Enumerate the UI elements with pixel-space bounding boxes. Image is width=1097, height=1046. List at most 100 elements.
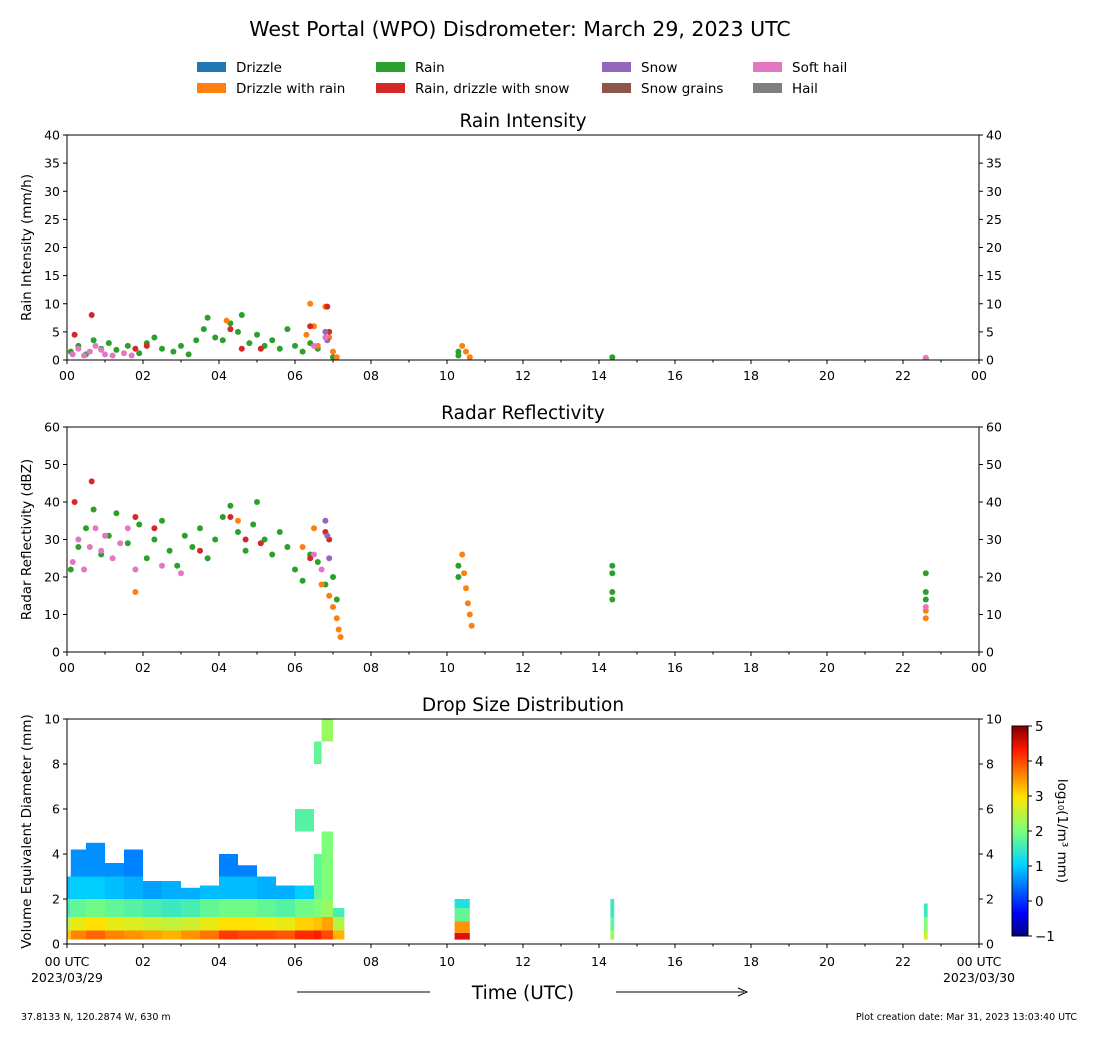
dsd-cell [124, 899, 143, 917]
series-rain [67, 312, 929, 360]
data-point [181, 532, 188, 539]
data-point [170, 348, 177, 355]
plot-area [67, 478, 929, 640]
x-tick-label: 18 [743, 368, 759, 383]
y-tick-label: 5 [52, 324, 60, 339]
data-point [98, 547, 105, 554]
y-tick-label-right: 2 [986, 892, 994, 907]
dsd-time-band [86, 842, 105, 940]
dsd-cell [124, 930, 143, 940]
x-tick-label: 16 [667, 368, 683, 383]
data-point [922, 589, 929, 595]
data-point [92, 342, 99, 349]
data-point [330, 574, 336, 580]
footer-location: 37.8133 N, 120.2874 W, 630 m [21, 1012, 171, 1023]
dsd-cell [219, 930, 238, 940]
data-point [132, 589, 139, 595]
y-tick-label-right: 4 [986, 847, 994, 862]
y-axis-label: Volume Equivalent Diameter (mm) [19, 714, 35, 949]
dsd-cell [200, 917, 219, 931]
legend-item-drizzle: Drizzle [197, 60, 282, 76]
data-point [193, 337, 200, 344]
legend-label: Rain, drizzle with snow [415, 81, 569, 97]
data-point [185, 351, 192, 358]
legend-label: Hail [792, 81, 818, 97]
data-point [143, 342, 150, 349]
data-point [109, 555, 116, 562]
dsd-cell [276, 930, 295, 940]
legend-item-rain-drizzle-with-snow: Rain, drizzle with snow [376, 81, 569, 97]
dsd-time-band [321, 719, 333, 940]
y-tick-label-right: 10 [986, 712, 1002, 727]
series-rain-drizzle-with-snow [71, 478, 333, 562]
dsd-cell [454, 932, 470, 940]
data-point [922, 615, 929, 622]
bottom-end-time-label: 00 UTC [957, 954, 1002, 969]
data-point [269, 337, 276, 344]
data-point [88, 478, 95, 485]
data-point [318, 566, 325, 573]
dsd-time-band [333, 908, 345, 940]
y-tick-label-right: 50 [986, 457, 1002, 472]
legend-item-snow: Snow [602, 60, 677, 76]
dsd-time-band [200, 885, 219, 940]
dsd-time-band [143, 881, 162, 940]
data-point [292, 566, 298, 573]
data-point [75, 345, 82, 352]
dsd-cell [295, 899, 314, 917]
legend-label: Soft hail [792, 60, 847, 76]
y-tick-label-right: 20 [986, 240, 1002, 255]
series-snow [322, 517, 333, 562]
dsd-cell [238, 917, 257, 931]
x-tick-label: 04 [211, 660, 227, 675]
legend-item-snow-grains: Snow grains [602, 81, 723, 97]
dsd-cell [276, 885, 295, 899]
dsd-time-band [314, 741, 322, 940]
data-point [609, 354, 616, 360]
x-tick-label: 00 [971, 660, 987, 675]
data-point [242, 536, 249, 543]
data-point [212, 334, 219, 341]
dsd-cell [923, 930, 928, 940]
panel-title: Rain Intensity [459, 111, 586, 132]
colorbar-tick-label: 4 [1035, 754, 1044, 770]
data-point [124, 342, 131, 349]
y-tick-label: 40 [44, 128, 60, 143]
data-point [227, 502, 234, 509]
x-tick-label: 10 [439, 368, 455, 383]
data-point [90, 337, 97, 344]
data-point [299, 577, 306, 584]
y-tick-label: 15 [44, 268, 60, 283]
y-axis-label: Radar Reflectivity (dBZ) [19, 459, 35, 620]
data-point [335, 626, 342, 633]
dsd-time-band [124, 849, 143, 940]
y-tick-label: 25 [44, 212, 60, 227]
y-tick-label-right: 15 [986, 268, 1002, 283]
dsd-cell [143, 881, 162, 899]
y-tick-label-right: 6 [986, 802, 994, 817]
x-tick-label: 20 [819, 368, 835, 383]
data-point [71, 331, 78, 338]
data-point [333, 615, 340, 622]
data-point [223, 317, 230, 324]
y-tick-label: 6 [52, 802, 60, 817]
data-point [235, 328, 241, 335]
legend-item-soft-hail: Soft hail [753, 60, 847, 76]
data-point [151, 536, 158, 543]
y-tick-label-right: 60 [986, 420, 1002, 435]
dsd-cell [295, 885, 314, 899]
x-tick-label: 10 [439, 660, 455, 675]
plot-frame [66, 426, 980, 653]
data-point [102, 351, 108, 358]
dsd-cell [67, 899, 71, 917]
x-tick-label: 12 [515, 368, 531, 383]
xlabel-arrow-head [737, 987, 749, 997]
data-point [324, 303, 331, 310]
data-point [311, 551, 317, 558]
dsd-cell [454, 908, 470, 922]
data-point [333, 596, 340, 603]
dsd-cell [610, 930, 615, 940]
data-point [459, 551, 466, 558]
